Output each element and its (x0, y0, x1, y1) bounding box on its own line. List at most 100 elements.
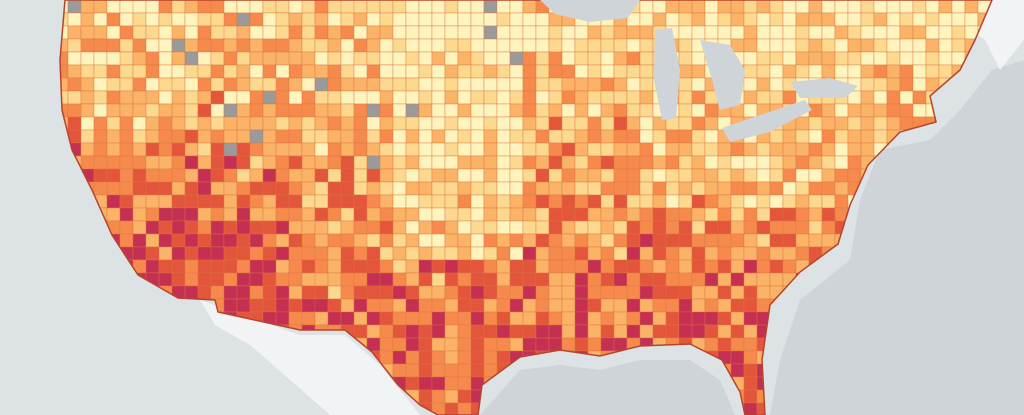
county (782, 142, 797, 157)
county (704, 272, 719, 287)
county (535, 337, 550, 352)
county (249, 142, 264, 157)
county (431, 25, 446, 40)
county (340, 220, 355, 235)
county (847, 64, 862, 79)
county (327, 103, 342, 118)
county (600, 207, 615, 222)
county (197, 220, 212, 235)
county (574, 142, 589, 157)
county (236, 64, 251, 79)
county (288, 194, 303, 209)
county (145, 129, 160, 144)
county (730, 12, 745, 27)
county (808, 116, 823, 131)
county (613, 155, 628, 170)
county (171, 0, 186, 14)
county (184, 220, 199, 235)
county (886, 25, 901, 40)
county (873, 90, 888, 105)
county (678, 259, 693, 274)
county (743, 0, 758, 14)
county (639, 129, 654, 144)
county (535, 259, 550, 274)
county (106, 168, 121, 183)
county (678, 285, 693, 300)
county (366, 298, 381, 313)
county (145, 194, 160, 209)
county (665, 155, 680, 170)
county (691, 259, 706, 274)
county (613, 129, 628, 144)
county (964, 12, 979, 27)
county (613, 311, 628, 326)
county (431, 129, 446, 144)
county (535, 25, 550, 40)
county (522, 298, 537, 313)
county (548, 220, 563, 235)
county (106, 116, 121, 131)
county (275, 311, 290, 326)
county (860, 103, 875, 118)
county (470, 337, 485, 352)
county (392, 324, 407, 339)
county (535, 90, 550, 105)
county (782, 181, 797, 196)
county (509, 38, 524, 53)
county (860, 12, 875, 27)
county (457, 311, 472, 326)
county (691, 181, 706, 196)
county (262, 64, 277, 79)
county (587, 259, 602, 274)
county (444, 155, 459, 170)
county (288, 25, 303, 40)
county (574, 116, 589, 131)
county (314, 233, 329, 248)
county (600, 64, 615, 79)
county (769, 25, 784, 40)
county (210, 103, 225, 118)
county (236, 194, 251, 209)
county (379, 51, 394, 66)
county (197, 51, 212, 66)
county (327, 311, 342, 326)
county (704, 207, 719, 222)
county (639, 51, 654, 66)
county (119, 51, 134, 66)
county (340, 103, 355, 118)
county (535, 77, 550, 92)
county (262, 272, 277, 287)
county (223, 142, 238, 157)
county (392, 116, 407, 131)
county (509, 90, 524, 105)
county (730, 155, 745, 170)
county (132, 103, 147, 118)
county (353, 311, 368, 326)
county (808, 181, 823, 196)
county (470, 311, 485, 326)
county (548, 116, 563, 131)
county (665, 324, 680, 339)
county (119, 142, 134, 157)
county (730, 168, 745, 183)
county (652, 324, 667, 339)
county (847, 38, 862, 53)
county (522, 324, 537, 339)
county (288, 38, 303, 53)
county (457, 402, 472, 415)
county (600, 129, 615, 144)
county (535, 142, 550, 157)
county (353, 246, 368, 261)
county (223, 38, 238, 53)
county (639, 311, 654, 326)
county (938, 25, 953, 40)
county (769, 272, 784, 287)
county (379, 246, 394, 261)
county (847, 168, 862, 183)
county (548, 259, 563, 274)
county (67, 64, 82, 79)
county (795, 38, 810, 53)
county (197, 103, 212, 118)
county (483, 12, 498, 27)
county (470, 207, 485, 222)
